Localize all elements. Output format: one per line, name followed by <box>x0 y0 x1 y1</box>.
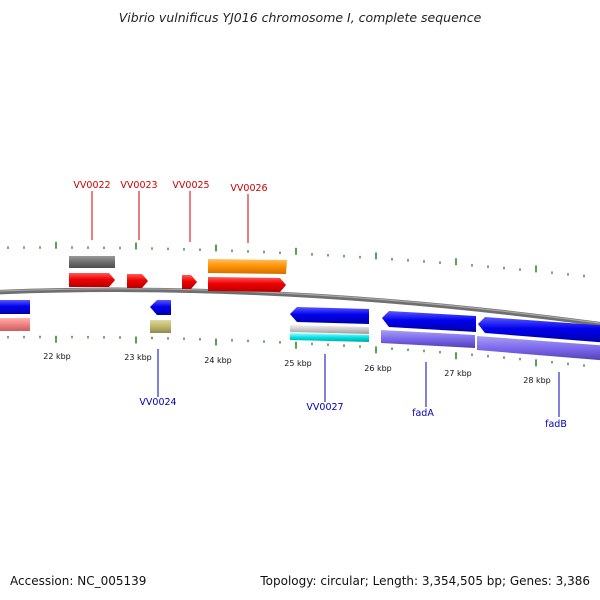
gene-label-vv0025[interactable]: VV0025 <box>172 180 209 191</box>
inner-tick-row <box>7 335 585 367</box>
kbp-label-25: 25 kbp <box>284 359 312 368</box>
kbp-label-26: 26 kbp <box>364 364 392 373</box>
genome-stats-text: Topology: circular; Length: 3,354,505 bp… <box>260 574 590 588</box>
gene-label-vv0024[interactable]: VV0024 <box>139 397 176 408</box>
feature-vv0027-cds[interactable] <box>290 307 369 324</box>
kbp-label-22: 22 kbp <box>43 352 71 361</box>
gene-label-vv0023[interactable]: VV0023 <box>120 180 157 191</box>
kbp-label-24: 24 kbp <box>204 356 232 365</box>
feature-fada-gene[interactable] <box>381 330 475 348</box>
forward-label-leaders <box>91 191 249 243</box>
feature-vv0027-gene[interactable] <box>290 333 369 342</box>
kbp-label-27: 27 kbp <box>444 369 472 378</box>
feature-vv0026-cds[interactable] <box>208 277 286 292</box>
feature-fadb-cds[interactable] <box>478 317 600 343</box>
feature-left-blue-cds[interactable] <box>0 300 30 314</box>
accession-text: Accession: NC_005139 <box>10 574 147 588</box>
gene-label-fada[interactable]: fadA <box>412 408 434 419</box>
feature-vv0023-cds[interactable] <box>127 274 148 288</box>
reverse-features <box>0 300 600 361</box>
feature-vv0022-cds[interactable] <box>69 273 115 287</box>
forward-features <box>69 256 287 292</box>
feature-vv0026-gene[interactable] <box>208 259 287 274</box>
feature-fada-cds[interactable] <box>382 311 476 332</box>
gene-label-fadb[interactable]: fadB <box>545 419 567 430</box>
feature-left-pink-gene[interactable] <box>0 318 30 331</box>
gene-label-vv0026[interactable]: VV0026 <box>230 183 267 194</box>
kbp-label-28: 28 kbp <box>523 376 551 385</box>
feature-vv0027-rna[interactable] <box>290 325 369 334</box>
feature-fadb-gene[interactable] <box>477 336 600 361</box>
map-title: Vibrio vulnificus YJ016 chromosome I, co… <box>118 10 482 25</box>
gene-label-vv0022[interactable]: VV0022 <box>73 180 110 191</box>
feature-vv0024-cds[interactable] <box>150 300 171 315</box>
reverse-label-leaders <box>157 349 560 417</box>
feature-vv0025-cds[interactable] <box>182 275 197 289</box>
feature-vv0024-gene[interactable] <box>150 320 171 333</box>
feature-gray-vv0022-rna[interactable] <box>69 256 115 268</box>
kbp-label-23: 23 kbp <box>124 353 152 362</box>
gene-label-vv0027[interactable]: VV0027 <box>306 402 343 413</box>
chromosome-backbone <box>0 287 600 327</box>
chromosome-backbone-highlight <box>0 288 600 324</box>
outer-tick-row <box>7 241 585 278</box>
